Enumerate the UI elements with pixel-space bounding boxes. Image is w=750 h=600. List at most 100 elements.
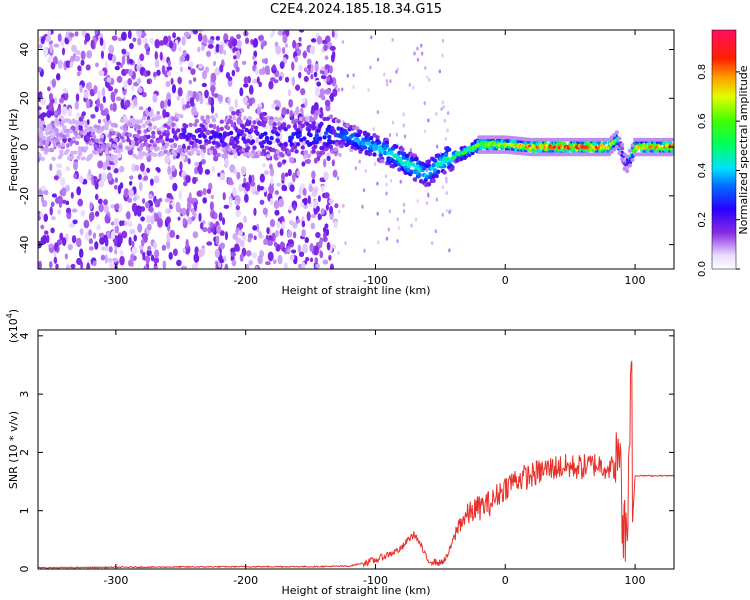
spectrogram-noise-cell: [152, 241, 157, 250]
spectrogram-noise-cell: [201, 82, 207, 88]
spectrogram-noise-cell: [65, 207, 72, 214]
spectrogram-ridge-cell: [378, 152, 383, 158]
spectrogram-noise-cell: [270, 139, 277, 144]
spectrogram-noise-cell: [369, 65, 372, 70]
spectrogram-noise-cell: [339, 152, 342, 157]
spectrogram-noise-cell: [211, 165, 216, 173]
spectrogram-noise-cell: [310, 63, 314, 74]
spectrogram-ridge-cell: [313, 115, 318, 120]
spectrogram-noise-cell: [197, 249, 204, 258]
spectrogram-ridge-cell: [160, 151, 165, 157]
spectrogram-ridge-cell: [113, 137, 119, 143]
spectrogram-noise-cell: [297, 64, 304, 72]
spectrogram-noise-cell: [164, 208, 169, 214]
spectrogram-ridge-cell: [49, 134, 55, 140]
spectrogram-noise-cell: [127, 220, 132, 226]
spectrogram-ridge-cell: [325, 141, 330, 147]
spectrogram-noise-cell: [106, 166, 111, 171]
spectrogram-noise-cell: [388, 209, 392, 214]
spectrogram-ridge-cell: [323, 130, 329, 136]
spectrogram-noise-cell: [317, 195, 321, 203]
spectrogram-noise-cell: [329, 45, 336, 51]
spectrogram-noise-cell: [268, 80, 274, 90]
spectrogram-noise-cell: [279, 61, 285, 69]
spectrogram-noise-cell: [384, 174, 388, 179]
spectrogram-noise-cell: [139, 53, 145, 62]
spectrogram-noise-cell: [48, 92, 54, 101]
spectrogram-noise-cell: [302, 188, 307, 196]
spectrogram-noise-cell: [424, 66, 427, 71]
spectrogram-ridge-cell: [163, 123, 168, 128]
spectrogram-noise-cell: [156, 110, 160, 115]
spectrogram-ridge-cell: [138, 119, 143, 124]
spectrogram-noise-cell: [208, 182, 213, 191]
spectrogram-noise-cell: [292, 172, 296, 183]
spectrogram-ridge-cell: [246, 138, 251, 144]
spectrogram-noise-cell: [319, 177, 325, 183]
spectrogram-noise-cell: [256, 106, 262, 116]
spectrogram-ridge-cell: [219, 139, 224, 144]
spectrogram-noise-cell: [214, 67, 221, 76]
spectrogram-noise-cell: [313, 157, 318, 164]
spectrogram-noise-cell: [90, 39, 95, 49]
spectrogram-ridge-cell: [225, 125, 231, 131]
spectrogram-noise-cell: [182, 49, 187, 57]
spectrogram-ridge-cell: [239, 129, 245, 134]
spectrogram-noise-cell: [314, 63, 319, 73]
spectrogram-noise-cell: [448, 209, 451, 214]
spectrogram-ridge-cell: [249, 128, 254, 133]
spectrogram-noise-cell: [264, 170, 269, 176]
spectrogram-noise-cell: [98, 70, 105, 77]
spectrogram-ridge-cell: [207, 139, 212, 145]
spectrogram-noise-cell: [291, 76, 296, 87]
spectrogram-noise-cell: [402, 112, 405, 117]
spectrogram-heatmap: [38, 30, 674, 269]
spectrogram-noise-cell: [183, 181, 188, 187]
spectrogram-noise-cell: [242, 96, 248, 104]
spectrogram-noise-cell: [425, 201, 429, 206]
colorbar-frame: [711, 29, 737, 270]
spectrogram-ridge-cell: [126, 137, 131, 143]
spectrogram-noise-cell: [324, 55, 329, 60]
spectrogram-noise-cell: [188, 79, 193, 85]
spectrogram-ridge-cell: [211, 117, 217, 123]
spectrogram-noise-cell: [67, 107, 72, 117]
spectrogram-ridge-cell: [235, 139, 240, 145]
spectrogram-noise-cell: [298, 36, 302, 42]
spectrogram-noise-cell: [176, 95, 181, 101]
spectrogram-ridge-cell: [151, 130, 156, 136]
spectrogram-noise-cell: [107, 85, 114, 92]
spectrogram-ridge-cell: [107, 146, 112, 152]
spectrogram-ridge-cell: [275, 138, 281, 143]
spectrogram-noise-cell: [127, 30, 132, 40]
spectrogram-noise-cell: [215, 35, 221, 41]
spectrogram-noise-cell: [219, 258, 225, 264]
spectrogram-noise-cell: [274, 106, 280, 111]
spectrogram-halo-cell: [617, 151, 622, 156]
spectrogram-ridge-cell: [314, 133, 320, 138]
spectrogram-noise-cell: [234, 98, 238, 109]
spectrogram-halo-cell: [609, 149, 614, 154]
snr-y-tick-label: 4: [18, 332, 31, 339]
spectrogram-noise-cell: [107, 52, 114, 61]
spectrogram-noise-cell: [118, 202, 123, 213]
spectrogram-noise-cell: [281, 247, 286, 252]
spectrogram-noise-cell: [218, 212, 223, 222]
spectrogram-noise-cell: [391, 120, 395, 125]
spectrogram-ridge-cell: [336, 119, 341, 124]
spectrogram-noise-cell: [161, 64, 165, 75]
spectrogram-ridge-cell: [118, 148, 123, 153]
spectrogram-ridge-cell: [183, 123, 189, 129]
spectrogram-noise-cell: [171, 84, 177, 94]
spectrogram-noise-cell: [313, 101, 319, 111]
spectrogram-noise-cell: [192, 30, 199, 35]
spectrogram-noise-cell: [65, 60, 71, 69]
spectrogram-ridge-cell: [221, 153, 226, 159]
spectrogram-noise-cell: [165, 111, 170, 118]
spectrogram-noise-cell: [40, 224, 45, 230]
spectrogram-noise-cell: [61, 106, 68, 116]
spectrogram-noise-cell: [113, 203, 120, 210]
spectrogram-noise-cell: [144, 201, 150, 209]
spectrogram-ridge-cell: [172, 151, 178, 157]
spectrogram-noise-cell: [239, 108, 245, 113]
